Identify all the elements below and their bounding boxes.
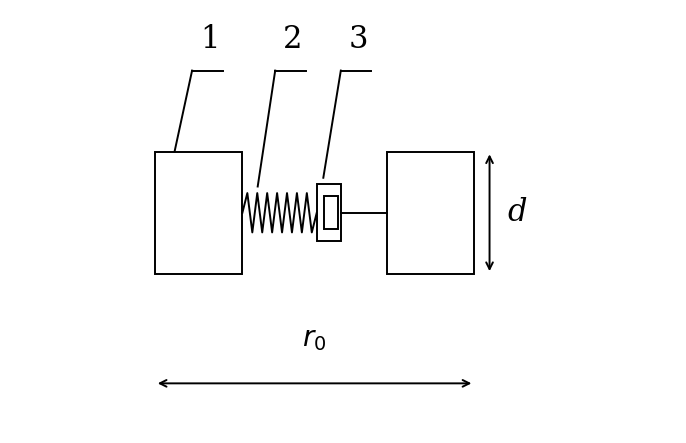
Text: 2: 2 <box>283 24 303 55</box>
Bar <box>317 184 341 241</box>
Text: 3: 3 <box>348 24 368 55</box>
Bar <box>155 152 242 274</box>
Text: $r_0$: $r_0$ <box>303 326 327 353</box>
Bar <box>324 196 338 229</box>
Bar <box>387 152 474 274</box>
Text: d: d <box>507 197 527 228</box>
Text: 1: 1 <box>200 24 220 55</box>
